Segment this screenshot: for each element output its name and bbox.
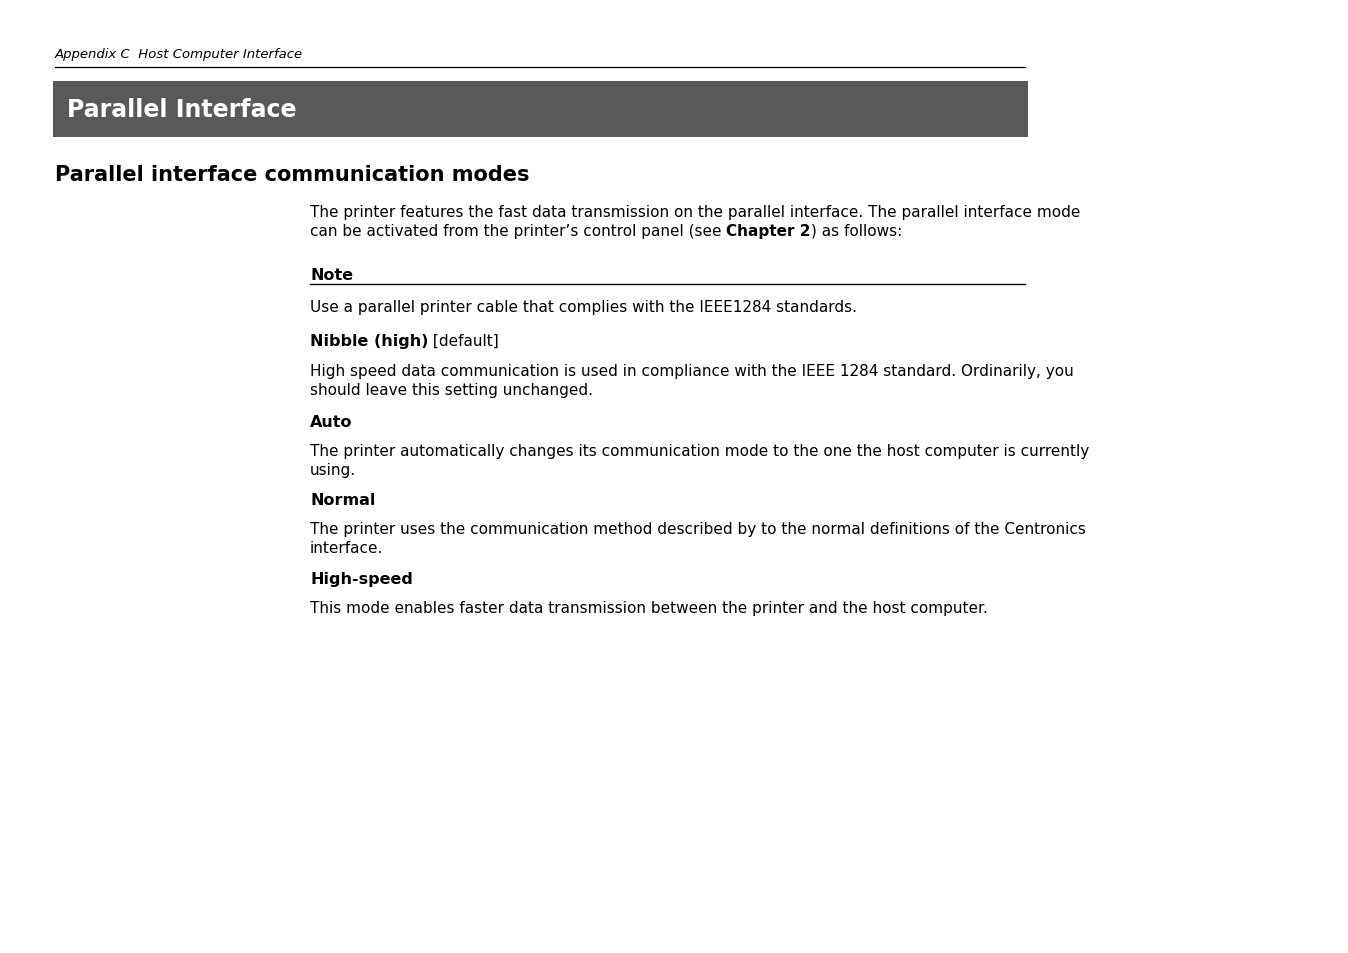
Text: Parallel Interface: Parallel Interface: [67, 98, 297, 122]
Text: The printer automatically changes its communication mode to the one the host com: The printer automatically changes its co…: [310, 443, 1089, 458]
Text: Parallel interface communication modes: Parallel interface communication modes: [55, 165, 530, 185]
Text: Appendix C  Host Computer Interface: Appendix C Host Computer Interface: [55, 48, 303, 61]
Bar: [53, 82, 1029, 138]
Text: Use a parallel printer cable that complies with the IEEE1284 standards.: Use a parallel printer cable that compli…: [310, 299, 857, 314]
Text: High speed data communication is used in compliance with the IEEE 1284 standard.: High speed data communication is used in…: [310, 364, 1074, 378]
Text: ) as follows:: ) as follows:: [811, 224, 902, 239]
Text: Note: Note: [310, 268, 353, 283]
Text: should leave this setting unchanged.: should leave this setting unchanged.: [310, 382, 593, 397]
Text: using.: using.: [310, 462, 356, 477]
Text: The printer features the fast data transmission on the parallel interface. The p: The printer features the fast data trans…: [310, 205, 1080, 220]
Text: can be activated from the printer’s control panel (see: can be activated from the printer’s cont…: [310, 224, 727, 239]
Text: Normal: Normal: [310, 493, 375, 507]
Text: interface.: interface.: [310, 540, 383, 556]
Text: Auto: Auto: [310, 415, 352, 430]
Text: [default]: [default]: [429, 334, 499, 349]
Text: Nibble (high): Nibble (high): [310, 334, 429, 349]
Text: This mode enables faster data transmission between the printer and the host comp: This mode enables faster data transmissi…: [310, 600, 988, 616]
Text: High-speed: High-speed: [310, 572, 412, 586]
Text: The printer uses the communication method described by to the normal definitions: The printer uses the communication metho…: [310, 521, 1086, 537]
Text: Chapter 2: Chapter 2: [727, 224, 811, 239]
